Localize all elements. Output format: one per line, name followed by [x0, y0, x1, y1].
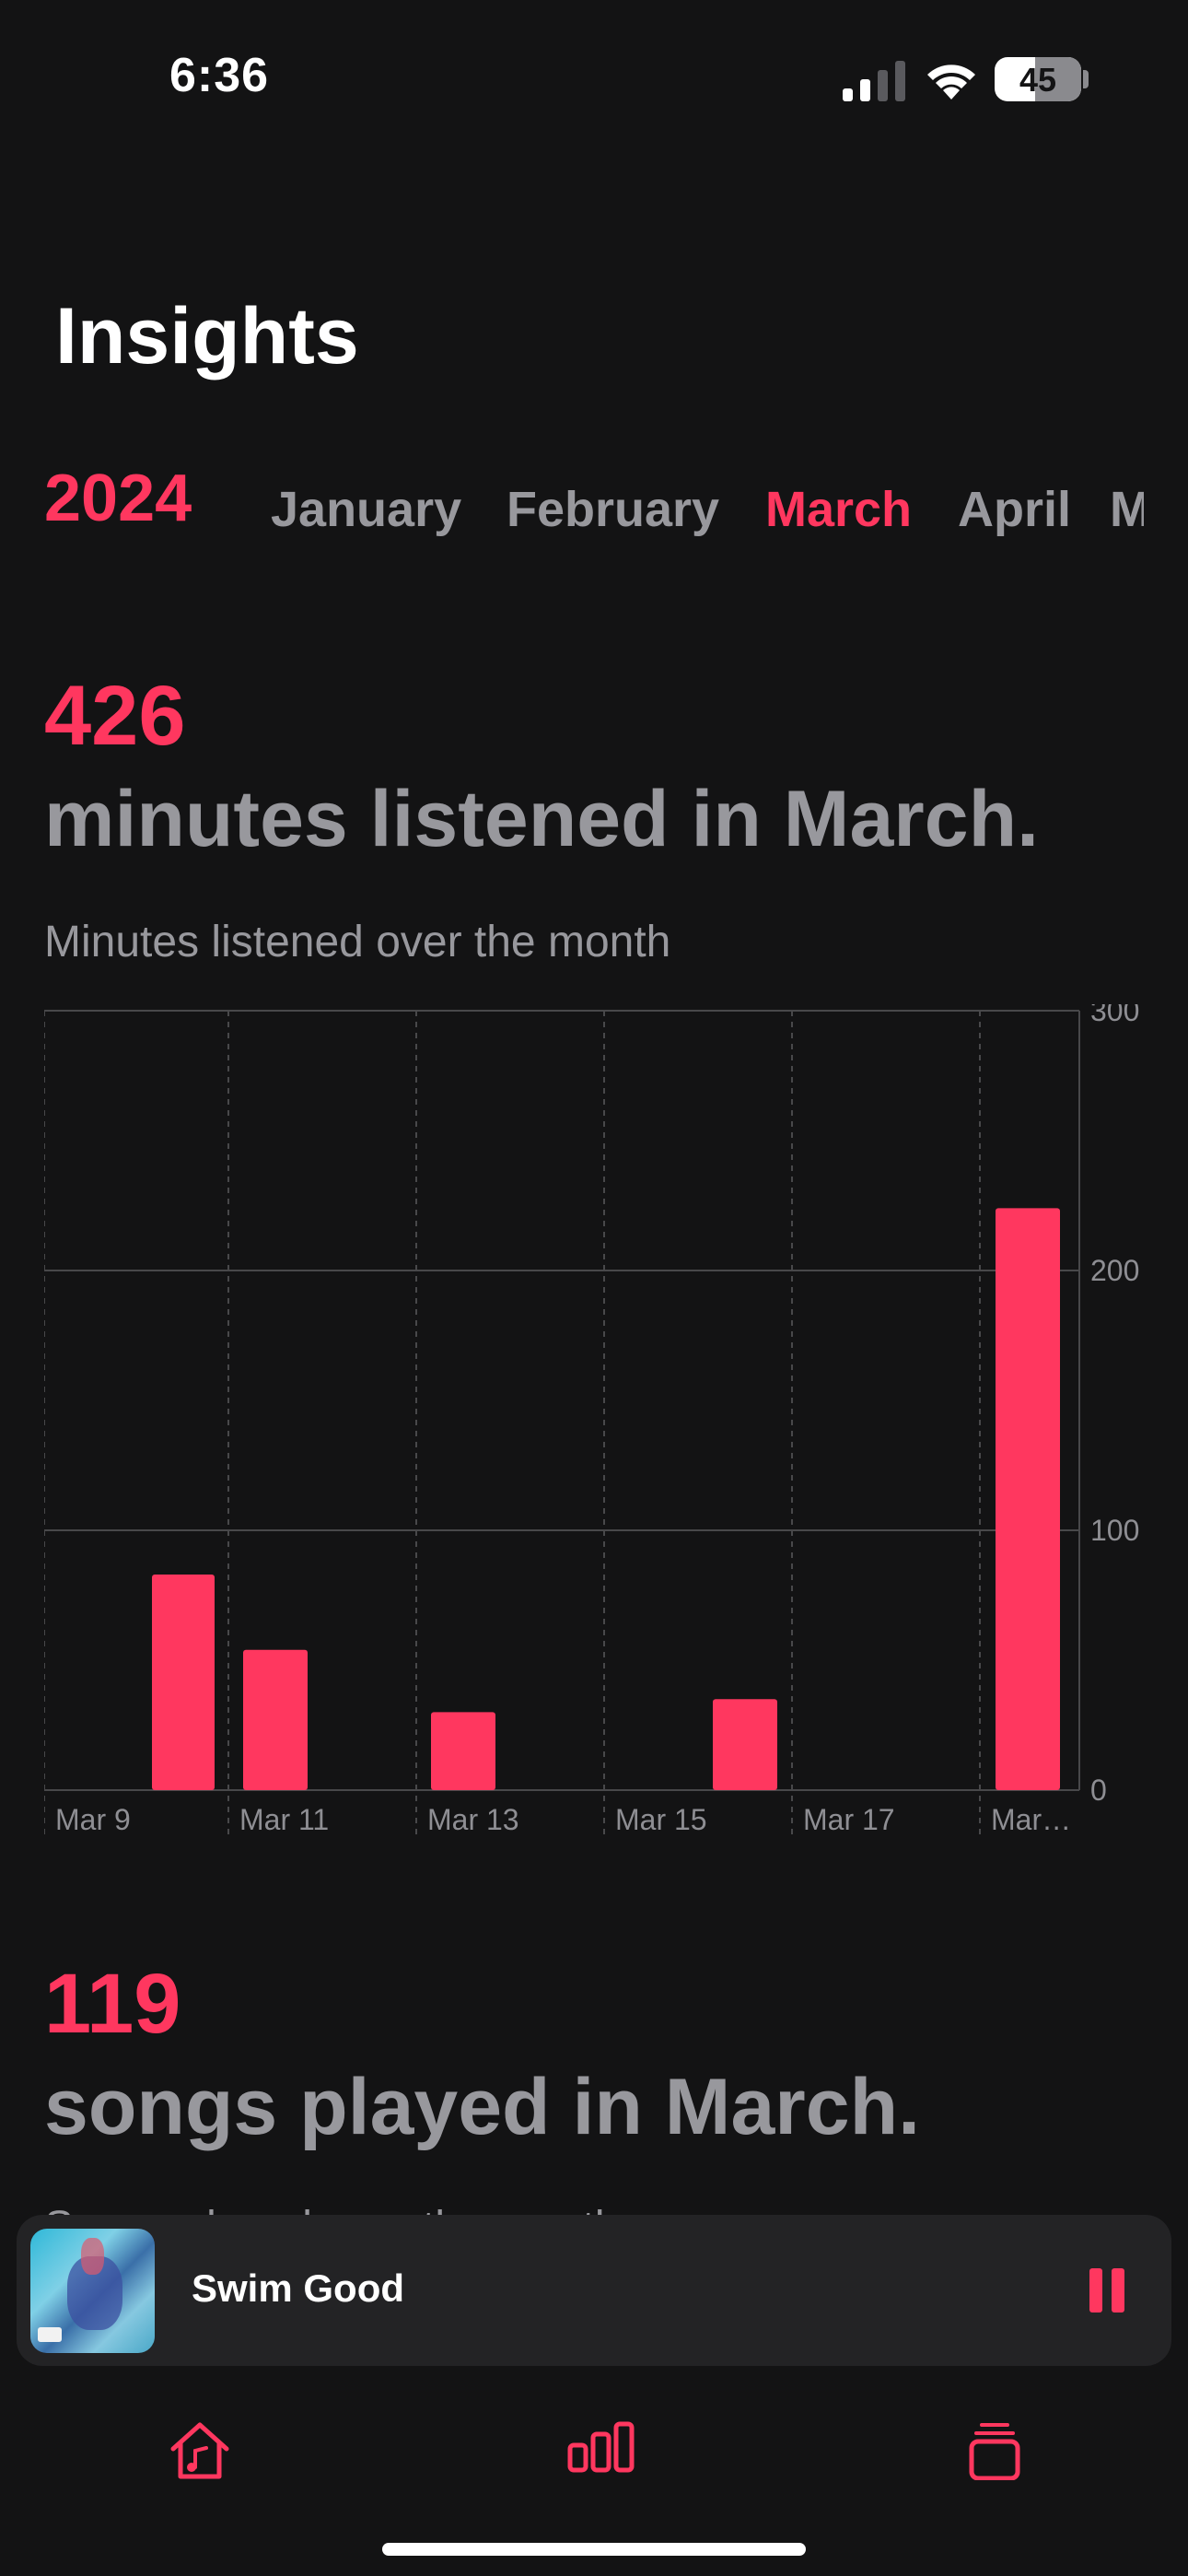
x-tick-label: Mar 15 — [615, 1803, 707, 1836]
y-tick-label: 300 — [1090, 1004, 1139, 1027]
home-music-icon[interactable] — [168, 2421, 232, 2480]
minutes-caption: minutes listened in March. — [44, 775, 1039, 863]
y-tick-label: 0 — [1090, 1774, 1107, 1807]
y-tick-label: 100 — [1090, 1514, 1139, 1547]
bar — [431, 1712, 495, 1790]
status-time: 6:36 — [169, 49, 270, 102]
tab-april[interactable]: April — [958, 482, 1072, 537]
songs-count: 119 — [44, 1957, 181, 2051]
x-tick-label: Mar 9 — [55, 1803, 131, 1836]
bar — [243, 1649, 308, 1790]
tab-march[interactable]: March — [765, 482, 913, 537]
page-title: Insights — [55, 292, 359, 381]
x-tick-label: Mar 13 — [427, 1803, 519, 1836]
now-playing-title: Swim Good — [192, 2266, 404, 2310]
battery-cap — [1083, 70, 1089, 88]
library-stack-icon[interactable] — [969, 2421, 1020, 2480]
tab-january[interactable]: January — [271, 482, 462, 537]
bar — [713, 1699, 777, 1790]
bar — [152, 1574, 215, 1790]
tab-bar — [0, 2395, 1188, 2576]
wifi-icon — [927, 64, 975, 100]
tab-february[interactable]: February — [507, 482, 720, 537]
cellular-signal-icon — [843, 61, 905, 101]
minutes-bar-chart: 300 200 100 0 Mar 9 Mar 11 Mar 13 Mar 15 Mar 17 M… — [44, 1004, 1139, 1838]
x-tick-label: Mar 17 — [803, 1803, 895, 1836]
battery-level: 45 — [1019, 61, 1057, 99]
x-tick-label: Mar 11 — [239, 1803, 329, 1836]
chart-title: Minutes listened over the month — [44, 918, 671, 966]
tab-may[interactable]: M — [1110, 482, 1144, 537]
mini-player[interactable]: Swim Good — [17, 2215, 1171, 2366]
x-tick-label: Mar… — [991, 1803, 1071, 1836]
chart-bars-icon[interactable] — [567, 2421, 635, 2473]
songs-caption: songs played in March. — [44, 2063, 920, 2151]
y-tick-label: 200 — [1090, 1254, 1139, 1287]
home-indicator — [382, 2543, 806, 2556]
year-selector[interactable]: 2024 — [44, 462, 192, 535]
minutes-count: 426 — [44, 669, 186, 763]
album-artwork — [30, 2229, 155, 2353]
battery-icon: 45 — [995, 57, 1081, 101]
bar — [996, 1208, 1060, 1790]
pause-button[interactable] — [1089, 2268, 1126, 2313]
